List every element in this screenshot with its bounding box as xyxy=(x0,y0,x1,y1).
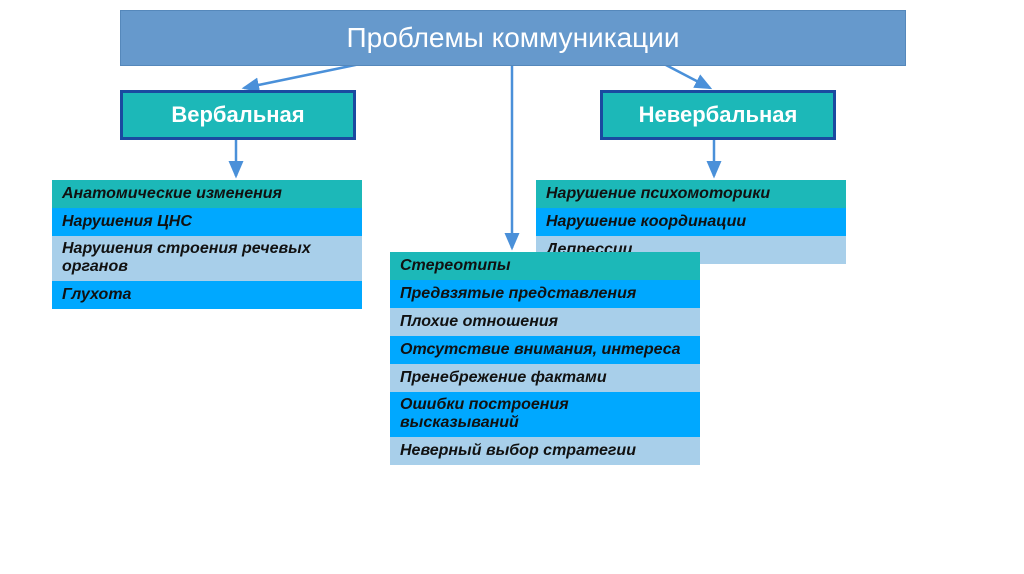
list-item: Нарушения ЦНС xyxy=(52,208,362,236)
diagram-title: Проблемы коммуникации xyxy=(120,10,906,66)
list-item: Анатомические изменения xyxy=(52,180,362,208)
list-item: Ошибки построения высказываний xyxy=(390,392,700,437)
list-item: Нарушение координации xyxy=(536,208,846,236)
list-common: СтереотипыПредвзятые представленияПлохие… xyxy=(390,252,700,465)
list-verbal: Анатомические измененияНарушения ЦНСНару… xyxy=(52,180,362,309)
list-item: Пренебрежение фактами xyxy=(390,364,700,392)
list-item: Нарушение психомоторики xyxy=(536,180,846,208)
list-item: Глухота xyxy=(52,281,362,309)
category-verbal: Вербальная xyxy=(120,90,356,140)
list-item: Стереотипы xyxy=(390,252,700,280)
category-nonverbal: Невербальная xyxy=(600,90,836,140)
list-item: Нарушения строения речевых органов xyxy=(52,236,362,281)
list-item: Плохие отношения xyxy=(390,308,700,336)
list-item: Неверный выбор стратегии xyxy=(390,437,700,465)
list-item: Предвзятые представления xyxy=(390,280,700,308)
list-item: Отсутствие внимания, интереса xyxy=(390,336,700,364)
